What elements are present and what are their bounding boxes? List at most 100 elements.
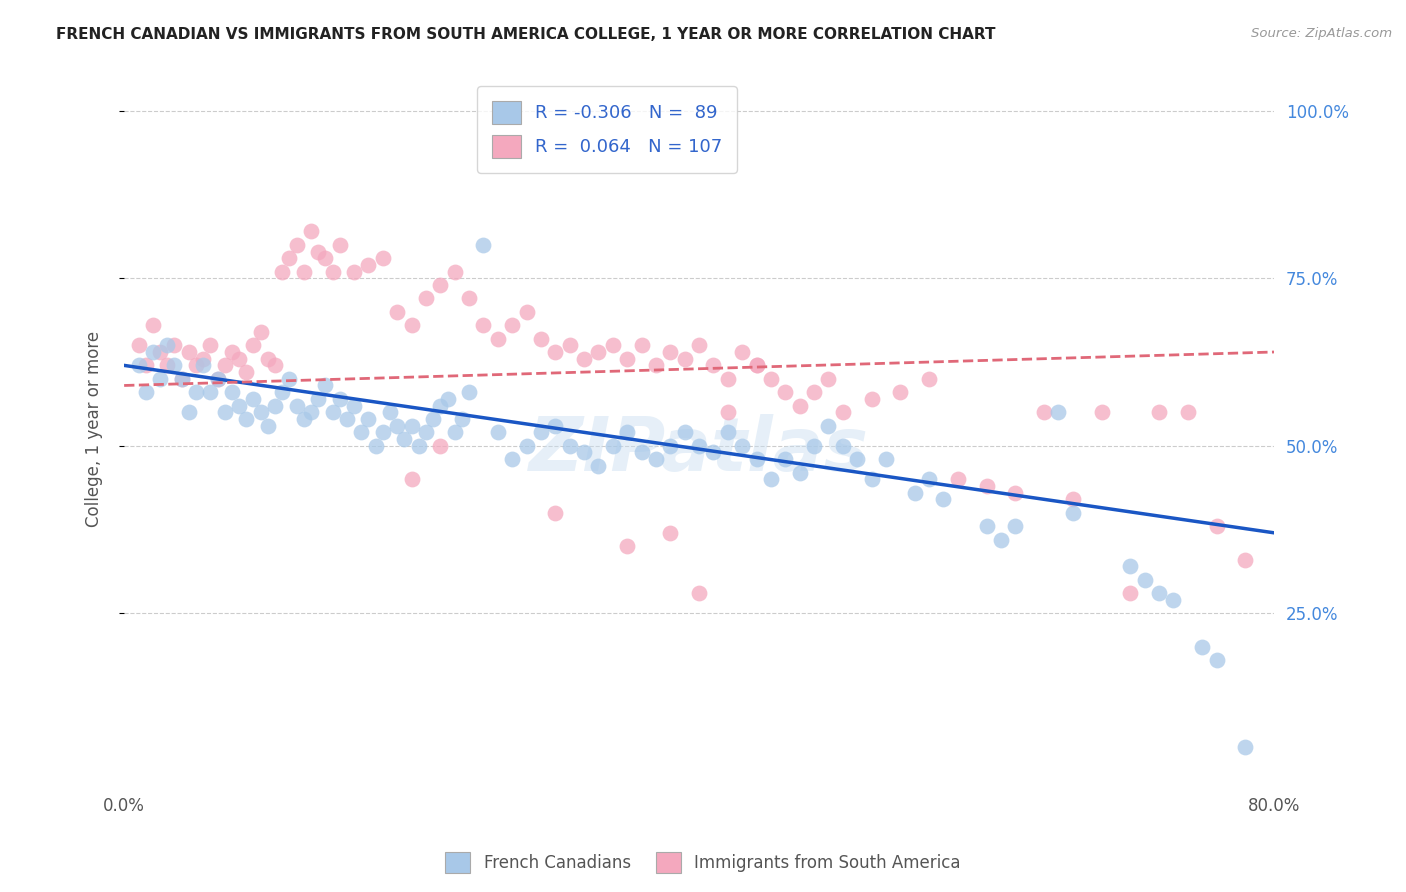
Point	[588, 345, 610, 359]
Point	[271, 265, 294, 279]
Point	[1119, 586, 1142, 600]
Point	[860, 472, 883, 486]
Point	[394, 432, 416, 446]
Point	[292, 265, 315, 279]
Point	[228, 351, 250, 366]
Point	[142, 345, 165, 359]
Point	[401, 472, 423, 486]
Point	[803, 385, 825, 400]
Point	[616, 351, 638, 366]
Point	[443, 265, 465, 279]
Point	[486, 332, 509, 346]
Point	[976, 479, 998, 493]
Point	[904, 485, 927, 500]
Point	[408, 439, 430, 453]
Point	[516, 305, 538, 319]
Point	[602, 439, 624, 453]
Point	[846, 452, 869, 467]
Point	[357, 258, 380, 272]
Point	[472, 238, 495, 252]
Point	[717, 405, 740, 419]
Text: FRENCH CANADIAN VS IMMIGRANTS FROM SOUTH AMERICA COLLEGE, 1 YEAR OR MORE CORRELA: FRENCH CANADIAN VS IMMIGRANTS FROM SOUTH…	[56, 27, 995, 42]
Point	[673, 351, 696, 366]
Point	[659, 345, 682, 359]
Point	[688, 338, 710, 352]
Point	[831, 439, 853, 453]
Point	[156, 359, 179, 373]
Point	[775, 385, 797, 400]
Point	[357, 412, 380, 426]
Point	[214, 359, 236, 373]
Point	[128, 338, 150, 352]
Point	[1163, 592, 1185, 607]
Point	[860, 392, 883, 406]
Point	[1205, 519, 1227, 533]
Point	[673, 425, 696, 440]
Point	[156, 338, 179, 352]
Point	[135, 385, 157, 400]
Point	[745, 452, 768, 467]
Point	[214, 405, 236, 419]
Point	[759, 372, 782, 386]
Point	[170, 372, 193, 386]
Point	[516, 439, 538, 453]
Point	[163, 338, 186, 352]
Point	[803, 439, 825, 453]
Point	[177, 345, 200, 359]
Point	[1234, 552, 1257, 566]
Y-axis label: College, 1 year or more: College, 1 year or more	[86, 331, 103, 527]
Point	[702, 359, 724, 373]
Point	[249, 325, 271, 339]
Point	[486, 425, 509, 440]
Point	[775, 452, 797, 467]
Point	[149, 345, 172, 359]
Point	[932, 492, 955, 507]
Point	[1090, 405, 1112, 419]
Point	[299, 405, 322, 419]
Point	[616, 539, 638, 553]
Point	[429, 439, 451, 453]
Point	[285, 238, 308, 252]
Point	[572, 351, 595, 366]
Point	[350, 425, 373, 440]
Point	[451, 412, 474, 426]
Point	[688, 586, 710, 600]
Point	[170, 372, 193, 386]
Point	[558, 338, 581, 352]
Point	[249, 405, 271, 419]
Point	[235, 412, 257, 426]
Point	[1004, 519, 1026, 533]
Point	[415, 425, 437, 440]
Point	[221, 345, 243, 359]
Legend: R = -0.306   N =  89, R =  0.064   N = 107: R = -0.306 N = 89, R = 0.064 N = 107	[478, 87, 737, 172]
Point	[789, 466, 811, 480]
Point	[436, 392, 458, 406]
Point	[659, 439, 682, 453]
Point	[745, 359, 768, 373]
Point	[530, 332, 553, 346]
Point	[645, 452, 668, 467]
Text: ZIPatlas: ZIPatlas	[529, 414, 869, 487]
Point	[184, 359, 207, 373]
Point	[387, 305, 409, 319]
Point	[530, 425, 553, 440]
Point	[645, 359, 668, 373]
Point	[875, 452, 897, 467]
Point	[307, 244, 329, 259]
Point	[322, 265, 344, 279]
Point	[221, 385, 243, 400]
Point	[745, 359, 768, 373]
Point	[387, 418, 409, 433]
Point	[1177, 405, 1199, 419]
Point	[889, 385, 911, 400]
Point	[343, 399, 366, 413]
Point	[918, 372, 941, 386]
Point	[789, 399, 811, 413]
Point	[329, 238, 352, 252]
Point	[918, 472, 941, 486]
Point	[702, 445, 724, 459]
Point	[322, 405, 344, 419]
Point	[307, 392, 329, 406]
Point	[588, 458, 610, 473]
Point	[630, 338, 652, 352]
